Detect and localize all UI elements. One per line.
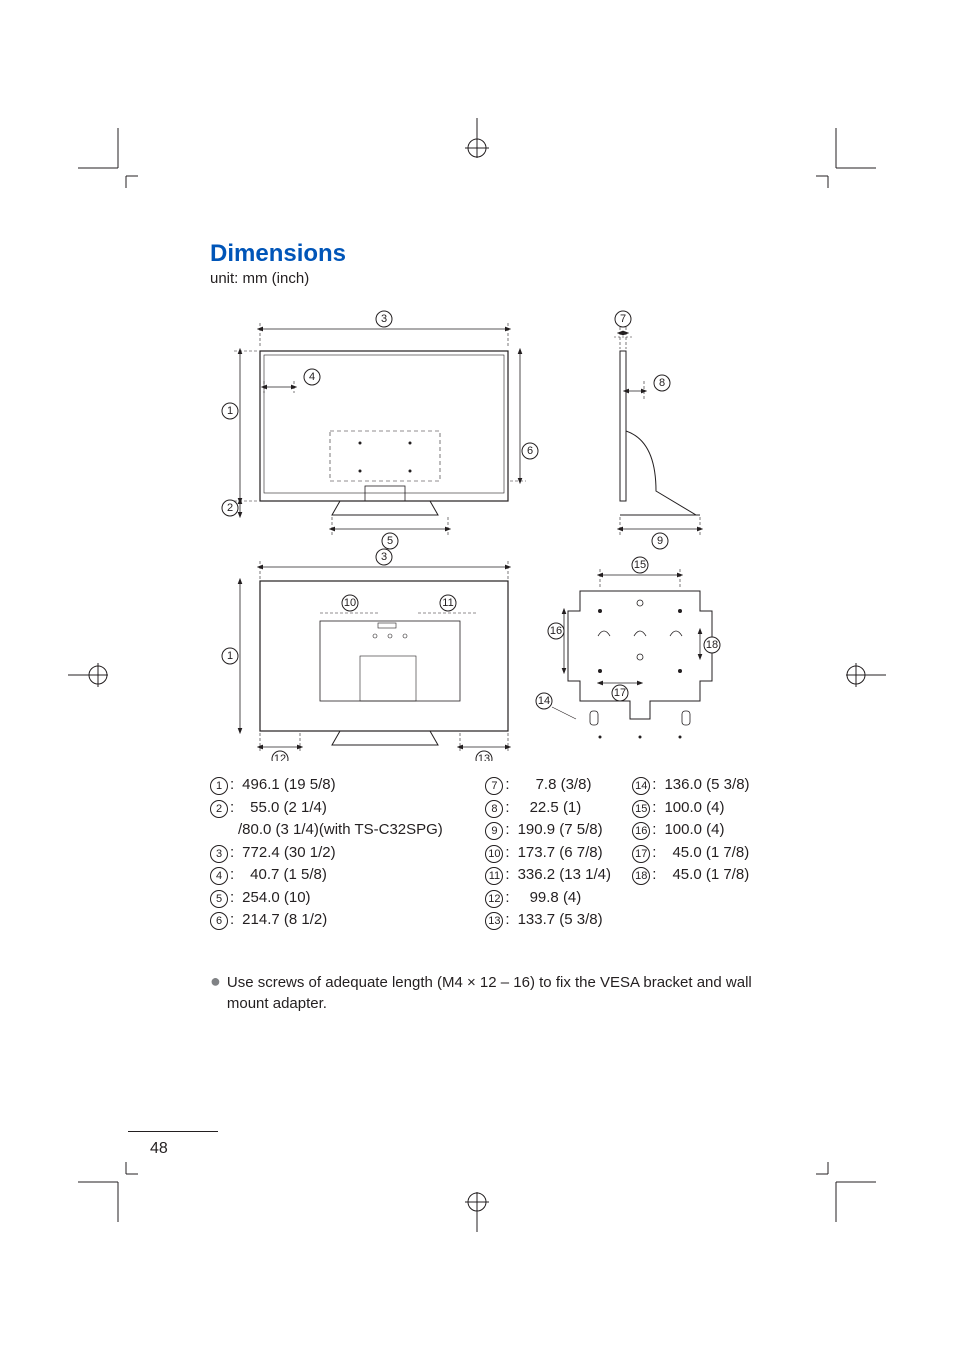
dim-value-5: 254.0 (10) [242,887,310,910]
dim-badge-9: 9 [485,822,503,840]
dim-value-12: 99.8 (4) [518,887,582,910]
manual-page: Dimensions unit: mm (inch) [0,0,954,1350]
dim-badge-10: 10 [485,845,503,863]
dim-badge-2: 2 [210,800,228,818]
footnote-text: Use screws of adequate length (M4 × 12 –… [227,972,770,1016]
crop-mark-br [816,1162,876,1222]
dim-value-6: 214.7 (8 1/2) [242,909,327,932]
crop-mark-tr [816,128,876,188]
dim-value-8: 22.5 (1) [518,797,582,820]
dim-value-2: 55.0 (2 1/4) [242,797,327,820]
dim-value-16: 100.0 (4) [664,819,724,842]
dim-value-7: 7.8 (3/8) [518,774,592,797]
dim-badge-13: 13 [485,912,503,930]
dim-badge-14: 14 [632,777,650,795]
svg-text:13: 13 [478,753,490,761]
dimensions-list: 1:496.1 (19 5/8) 2:55.0 (2 1/4) /80.0 (3… [210,774,770,932]
page-number: 48 [150,1140,168,1158]
dim-value-13: 133.7 (5 3/8) [518,909,603,932]
dim-badge-11: 11 [485,867,503,885]
svg-text:10: 10 [344,597,356,609]
svg-text:1: 1 [227,405,233,417]
dim-value-4: 40.7 (1 5/8) [242,864,327,887]
dim-badge-1: 1 [210,777,228,795]
svg-text:14: 14 [538,695,550,707]
svg-text:1: 1 [227,650,233,662]
dim-badge-16: 16 [632,822,650,840]
bullet-icon: ● [210,972,221,1016]
crop-mark-bl [78,1162,138,1222]
crop-mark-right-center [836,645,886,705]
crop-mark-top-center [447,118,507,168]
dimension-diagrams: 3 4 1 2 [210,301,730,766]
dim-value-2b: /80.0 (3 1/4)(with TS-C32SPG) [238,819,443,842]
dim-value-18: 45.0 (1 7/8) [664,864,749,887]
svg-text:5: 5 [387,535,393,547]
unit-note: unit: mm (inch) [210,270,770,287]
svg-text:3: 3 [381,313,387,325]
dim-value-1: 496.1 (19 5/8) [242,774,335,797]
svg-text:16: 16 [550,625,562,637]
dim-badge-18: 18 [632,867,650,885]
content-area: Dimensions unit: mm (inch) [210,240,770,1015]
svg-text:6: 6 [527,445,533,457]
svg-text:3: 3 [381,551,387,563]
dim-badge-4: 4 [210,867,228,885]
svg-text:4: 4 [309,371,315,383]
svg-text:2: 2 [227,502,233,514]
crop-mark-bottom-center [447,1182,507,1232]
footer-rule [128,1131,218,1132]
dim-badge-6: 6 [210,912,228,930]
dim-badge-7: 7 [485,777,503,795]
dim-badge-12: 12 [485,890,503,908]
crop-mark-tl [78,128,138,188]
dim-value-14: 136.0 (5 3/8) [664,774,749,797]
dim-value-17: 45.0 (1 7/8) [664,842,749,865]
crop-mark-left-center [68,645,118,705]
svg-text:9: 9 [657,535,663,547]
svg-text:17: 17 [614,687,626,699]
svg-text:18: 18 [706,639,718,651]
section-title: Dimensions [210,240,770,268]
svg-text:15: 15 [634,559,646,571]
dim-value-15: 100.0 (4) [664,797,724,820]
svg-text:7: 7 [620,313,626,325]
dim-value-9: 190.9 (7 5/8) [518,819,603,842]
dim-value-10: 173.7 (6 7/8) [518,842,603,865]
dim-badge-8: 8 [485,800,503,818]
svg-text:12: 12 [274,753,286,761]
footnote: ● Use screws of adequate length (M4 × 12… [210,972,770,1016]
dim-badge-5: 5 [210,890,228,908]
dim-badge-17: 17 [632,845,650,863]
svg-text:11: 11 [442,597,453,609]
dim-badge-3: 3 [210,845,228,863]
dim-badge-15: 15 [632,800,650,818]
dim-value-3: 772.4 (30 1/2) [242,842,335,865]
svg-text:8: 8 [659,377,665,389]
dim-value-11: 336.2 (13 1/4) [518,864,611,887]
